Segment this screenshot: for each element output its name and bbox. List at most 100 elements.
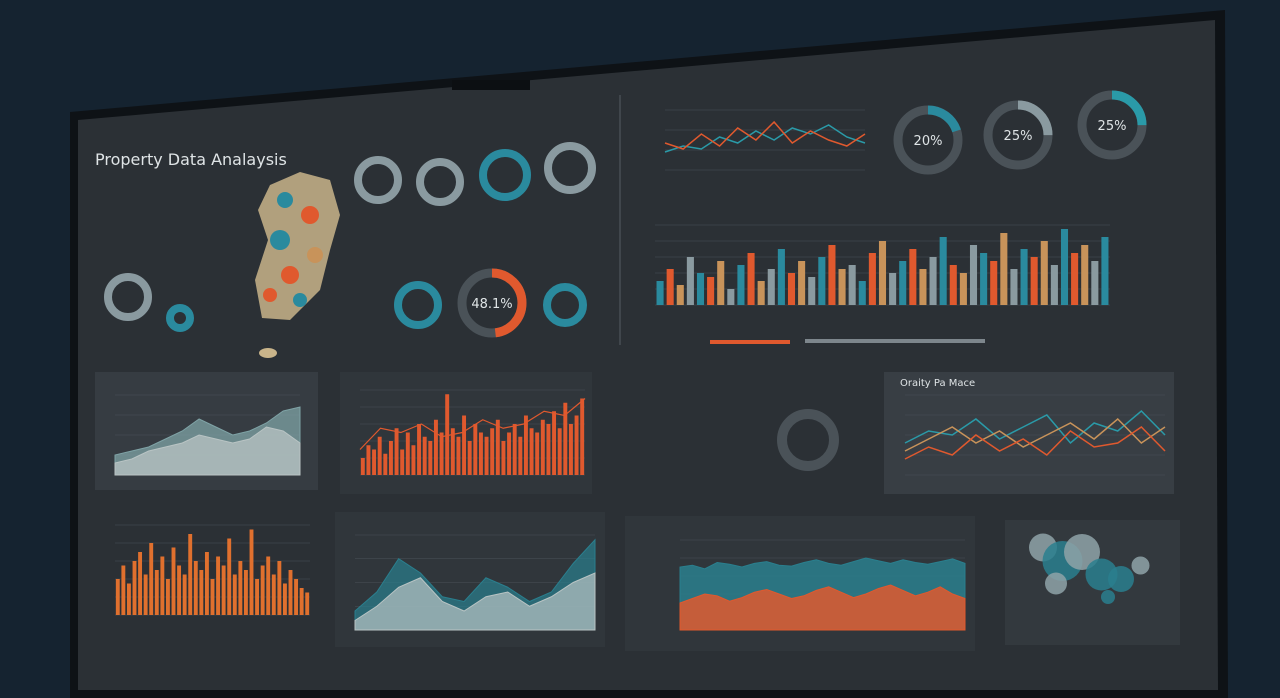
- donut-label: 20%: [914, 134, 943, 149]
- bar: [138, 552, 143, 615]
- bar: [990, 261, 998, 305]
- bar: [1101, 237, 1109, 305]
- bar: [467, 441, 472, 475]
- bar: [266, 556, 271, 615]
- bar: [400, 449, 405, 475]
- bar: [132, 561, 137, 615]
- panel-title: Oraity Pa Mace: [900, 378, 975, 389]
- bar: [507, 432, 512, 475]
- line: [904, 417, 1166, 452]
- bar: [529, 428, 534, 475]
- title: Property Data Analaysis: [95, 150, 287, 169]
- area: [114, 426, 301, 476]
- bar: [372, 449, 377, 475]
- bar: [160, 556, 165, 615]
- bar: [787, 273, 796, 305]
- bar: [360, 458, 365, 475]
- bar: [737, 265, 745, 305]
- bar: [568, 424, 573, 475]
- bar: [727, 289, 735, 305]
- line: [359, 398, 586, 450]
- bar: [1091, 261, 1099, 305]
- bar: [199, 570, 204, 615]
- bar: [546, 424, 551, 475]
- bar: [1071, 253, 1079, 305]
- bar: [277, 561, 282, 615]
- bar: [445, 394, 450, 475]
- bar: [666, 269, 674, 305]
- donut-arc: [983, 100, 1053, 170]
- bar: [1040, 241, 1048, 305]
- bar: [238, 561, 243, 615]
- bar: [204, 552, 209, 615]
- donut-label: 48.1%: [471, 297, 512, 312]
- bar: [299, 588, 304, 615]
- bar: [959, 273, 967, 305]
- bar: [1030, 257, 1038, 305]
- bar: [757, 281, 765, 305]
- line: [664, 124, 866, 153]
- bar: [188, 534, 193, 615]
- bar: [557, 428, 562, 475]
- bar: [260, 565, 265, 615]
- bar: [878, 241, 887, 305]
- bar: [523, 415, 528, 475]
- bar: [255, 579, 260, 615]
- line: [664, 120, 866, 150]
- camera: [452, 80, 530, 90]
- bar: [232, 574, 237, 615]
- panel: [884, 372, 1174, 494]
- bar: [828, 245, 836, 305]
- bar: [121, 565, 126, 615]
- bar: [1020, 249, 1028, 305]
- bar: [366, 445, 371, 475]
- bar: [1000, 233, 1008, 305]
- bar: [909, 249, 917, 305]
- bubble: [1045, 572, 1067, 595]
- map-dots: [259, 192, 323, 358]
- bar: [1010, 269, 1018, 305]
- small-donuts: [104, 142, 596, 332]
- donut-label: 25%: [1004, 129, 1033, 144]
- bar: [540, 419, 545, 475]
- bar: [707, 277, 715, 305]
- bar: [221, 565, 226, 615]
- bar: [1050, 265, 1058, 305]
- bar: [165, 579, 170, 615]
- bar: [919, 269, 927, 305]
- donut-arc: [893, 105, 963, 175]
- bar: [433, 419, 438, 475]
- bar: [394, 428, 399, 475]
- bar: [808, 277, 816, 305]
- bar: [216, 556, 221, 615]
- bar: [227, 538, 232, 615]
- bar: [717, 261, 725, 305]
- bar: [889, 273, 897, 305]
- bar: [417, 424, 422, 475]
- bar: [848, 265, 856, 305]
- bar: [696, 273, 705, 305]
- donut-arc: [457, 268, 527, 338]
- bar: [388, 441, 393, 475]
- bar: [777, 249, 785, 305]
- map: [255, 172, 340, 320]
- bar: [858, 281, 866, 305]
- bar: [574, 415, 579, 475]
- bar: [182, 574, 187, 615]
- scroll-bar: [805, 339, 985, 343]
- bar: [899, 261, 907, 305]
- bar: [154, 570, 159, 615]
- donut-track: [777, 409, 839, 471]
- bar: [686, 257, 694, 305]
- donut-label: 25%: [1098, 119, 1127, 134]
- bar: [210, 579, 215, 615]
- bar: [563, 402, 568, 475]
- bar: [747, 253, 755, 305]
- bar: [383, 453, 388, 475]
- bar: [456, 436, 461, 475]
- bar: [676, 285, 684, 305]
- bar: [282, 583, 287, 615]
- bar: [171, 547, 176, 615]
- bar: [243, 570, 248, 615]
